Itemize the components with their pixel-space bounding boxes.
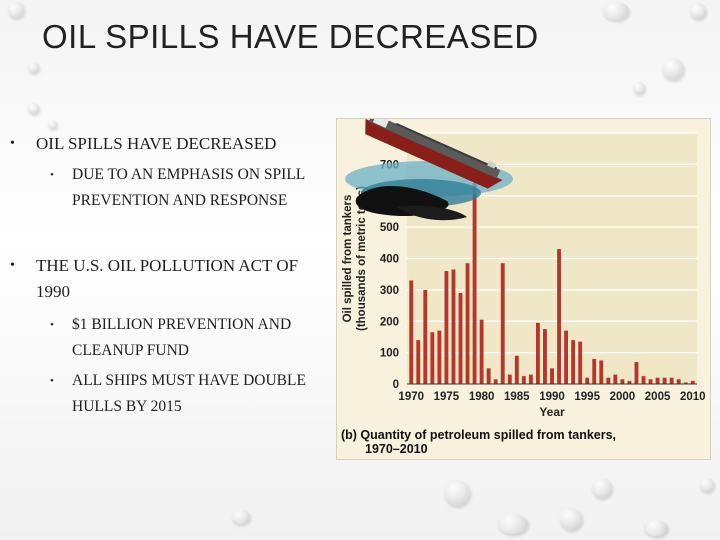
slide-title: OIL SPILLS HAVE DECREASED xyxy=(42,18,539,55)
bar xyxy=(500,263,505,384)
y-tick-label: 400 xyxy=(380,254,399,266)
x-tick-label: 1970 xyxy=(398,391,424,403)
water-drop-decoration xyxy=(603,2,629,20)
bar xyxy=(486,368,491,384)
bullet-item: • THE U.S. OIL POLLUTION ACT OF 1990 xyxy=(10,253,326,305)
bar xyxy=(641,376,646,384)
bar xyxy=(416,340,421,384)
y-axis-label: (thousands of metric tons) xyxy=(356,186,368,331)
bar xyxy=(627,380,632,384)
bar xyxy=(578,341,583,384)
bar xyxy=(465,263,470,384)
bar xyxy=(514,355,519,384)
water-drop-decoration xyxy=(444,480,470,506)
x-tick-label: 2000 xyxy=(610,391,636,403)
bullet-list: • OIL SPILLS HAVE DECREASED • DUE TO AN … xyxy=(0,0,330,540)
bullet-marker: • xyxy=(50,169,54,181)
chart-figure: 0100200300400500600700800197019751980198… xyxy=(336,118,711,460)
bullet-text: OIL SPILLS HAVE DECREASED xyxy=(36,134,277,153)
bar xyxy=(521,376,526,384)
y-tick-label: 100 xyxy=(380,348,399,360)
bar xyxy=(409,280,414,384)
bullet-text: $1 BILLION PREVENTION AND CLEANUP FUND xyxy=(72,316,292,359)
bar xyxy=(669,377,674,384)
bar xyxy=(655,377,660,384)
y-axis-label: Oil spilled from tankers xyxy=(342,195,354,323)
bar xyxy=(479,319,484,384)
y-tick-label: 500 xyxy=(380,222,399,234)
bar xyxy=(690,380,695,384)
bar xyxy=(528,374,533,384)
y-tick-label: 0 xyxy=(393,379,399,391)
water-drop-decoration xyxy=(48,120,57,129)
bar xyxy=(585,377,590,384)
bar xyxy=(444,271,449,384)
water-drop-decoration xyxy=(592,478,612,498)
bar xyxy=(423,289,428,384)
bar xyxy=(599,360,604,384)
x-tick-label: 1995 xyxy=(574,391,600,403)
x-tick-label: 1990 xyxy=(539,391,565,403)
bullet-marker: • xyxy=(50,319,54,331)
x-tick-label: 1980 xyxy=(469,391,495,403)
bar xyxy=(472,183,477,384)
bar xyxy=(592,358,597,384)
bullet-marker: • xyxy=(10,258,15,273)
bullet-text: THE U.S. OIL POLLUTION ACT OF 1990 xyxy=(36,256,299,301)
y-tick-label: 200 xyxy=(380,316,399,328)
bar xyxy=(676,379,681,384)
water-drop-decoration xyxy=(28,103,39,114)
water-drop-decoration xyxy=(498,514,528,534)
bar xyxy=(430,332,435,384)
x-tick-label: 2010 xyxy=(680,391,706,403)
chart-caption: (b) Quantity of petroleum spilled from t… xyxy=(341,428,616,442)
bullet-text: DUE TO AN EMPHASIS ON SPILL PREVENTION A… xyxy=(72,166,305,209)
sub-bullet-item: • ALL SHIPS MUST HAVE DOUBLE HULLS BY 20… xyxy=(50,368,312,420)
water-drop-decoration xyxy=(232,510,250,524)
water-drop-decoration xyxy=(690,3,706,19)
water-drop-decoration xyxy=(560,508,582,530)
x-tick-label: 1985 xyxy=(504,391,530,403)
bar xyxy=(451,269,456,384)
bar xyxy=(620,379,625,384)
bar xyxy=(458,293,463,384)
bar xyxy=(571,340,576,384)
bar xyxy=(634,362,639,384)
water-drop-decoration xyxy=(662,58,684,80)
bar xyxy=(613,374,618,384)
x-tick-label: 1975 xyxy=(434,391,460,403)
bullet-marker: • xyxy=(50,375,54,387)
x-axis-label: Year xyxy=(539,405,565,419)
water-drop-decoration xyxy=(644,520,668,536)
water-drop-decoration xyxy=(8,2,24,18)
bullet-item: • OIL SPILLS HAVE DECREASED xyxy=(10,131,326,157)
bar xyxy=(564,330,569,384)
bar xyxy=(557,249,561,384)
oil-spill-bar-chart: 0100200300400500600700800197019751980198… xyxy=(341,128,706,456)
sub-bullet-item: • DUE TO AN EMPHASIS ON SPILL PREVENTION… xyxy=(50,162,312,214)
bar xyxy=(507,374,512,384)
bar xyxy=(437,330,442,384)
bar xyxy=(493,379,498,384)
bar xyxy=(662,377,667,384)
bar xyxy=(648,379,653,384)
water-drop-decoration xyxy=(28,62,39,73)
bullet-text: ALL SHIPS MUST HAVE DOUBLE HULLS BY 2015 xyxy=(72,372,306,415)
bar xyxy=(683,382,688,384)
bar xyxy=(543,329,547,384)
water-drop-decoration xyxy=(700,478,714,492)
bullet-marker: • xyxy=(10,136,15,151)
bar xyxy=(606,377,611,384)
water-drop-decoration xyxy=(633,82,645,94)
oil-tanker-illustration xyxy=(345,119,513,221)
chart-caption: 1970–2010 xyxy=(365,442,428,456)
bar xyxy=(535,322,540,384)
y-tick-label: 300 xyxy=(380,285,399,297)
sub-bullet-item: • $1 BILLION PREVENTION AND CLEANUP FUND xyxy=(50,312,312,364)
bar xyxy=(550,368,554,384)
x-tick-label: 2005 xyxy=(645,391,671,403)
